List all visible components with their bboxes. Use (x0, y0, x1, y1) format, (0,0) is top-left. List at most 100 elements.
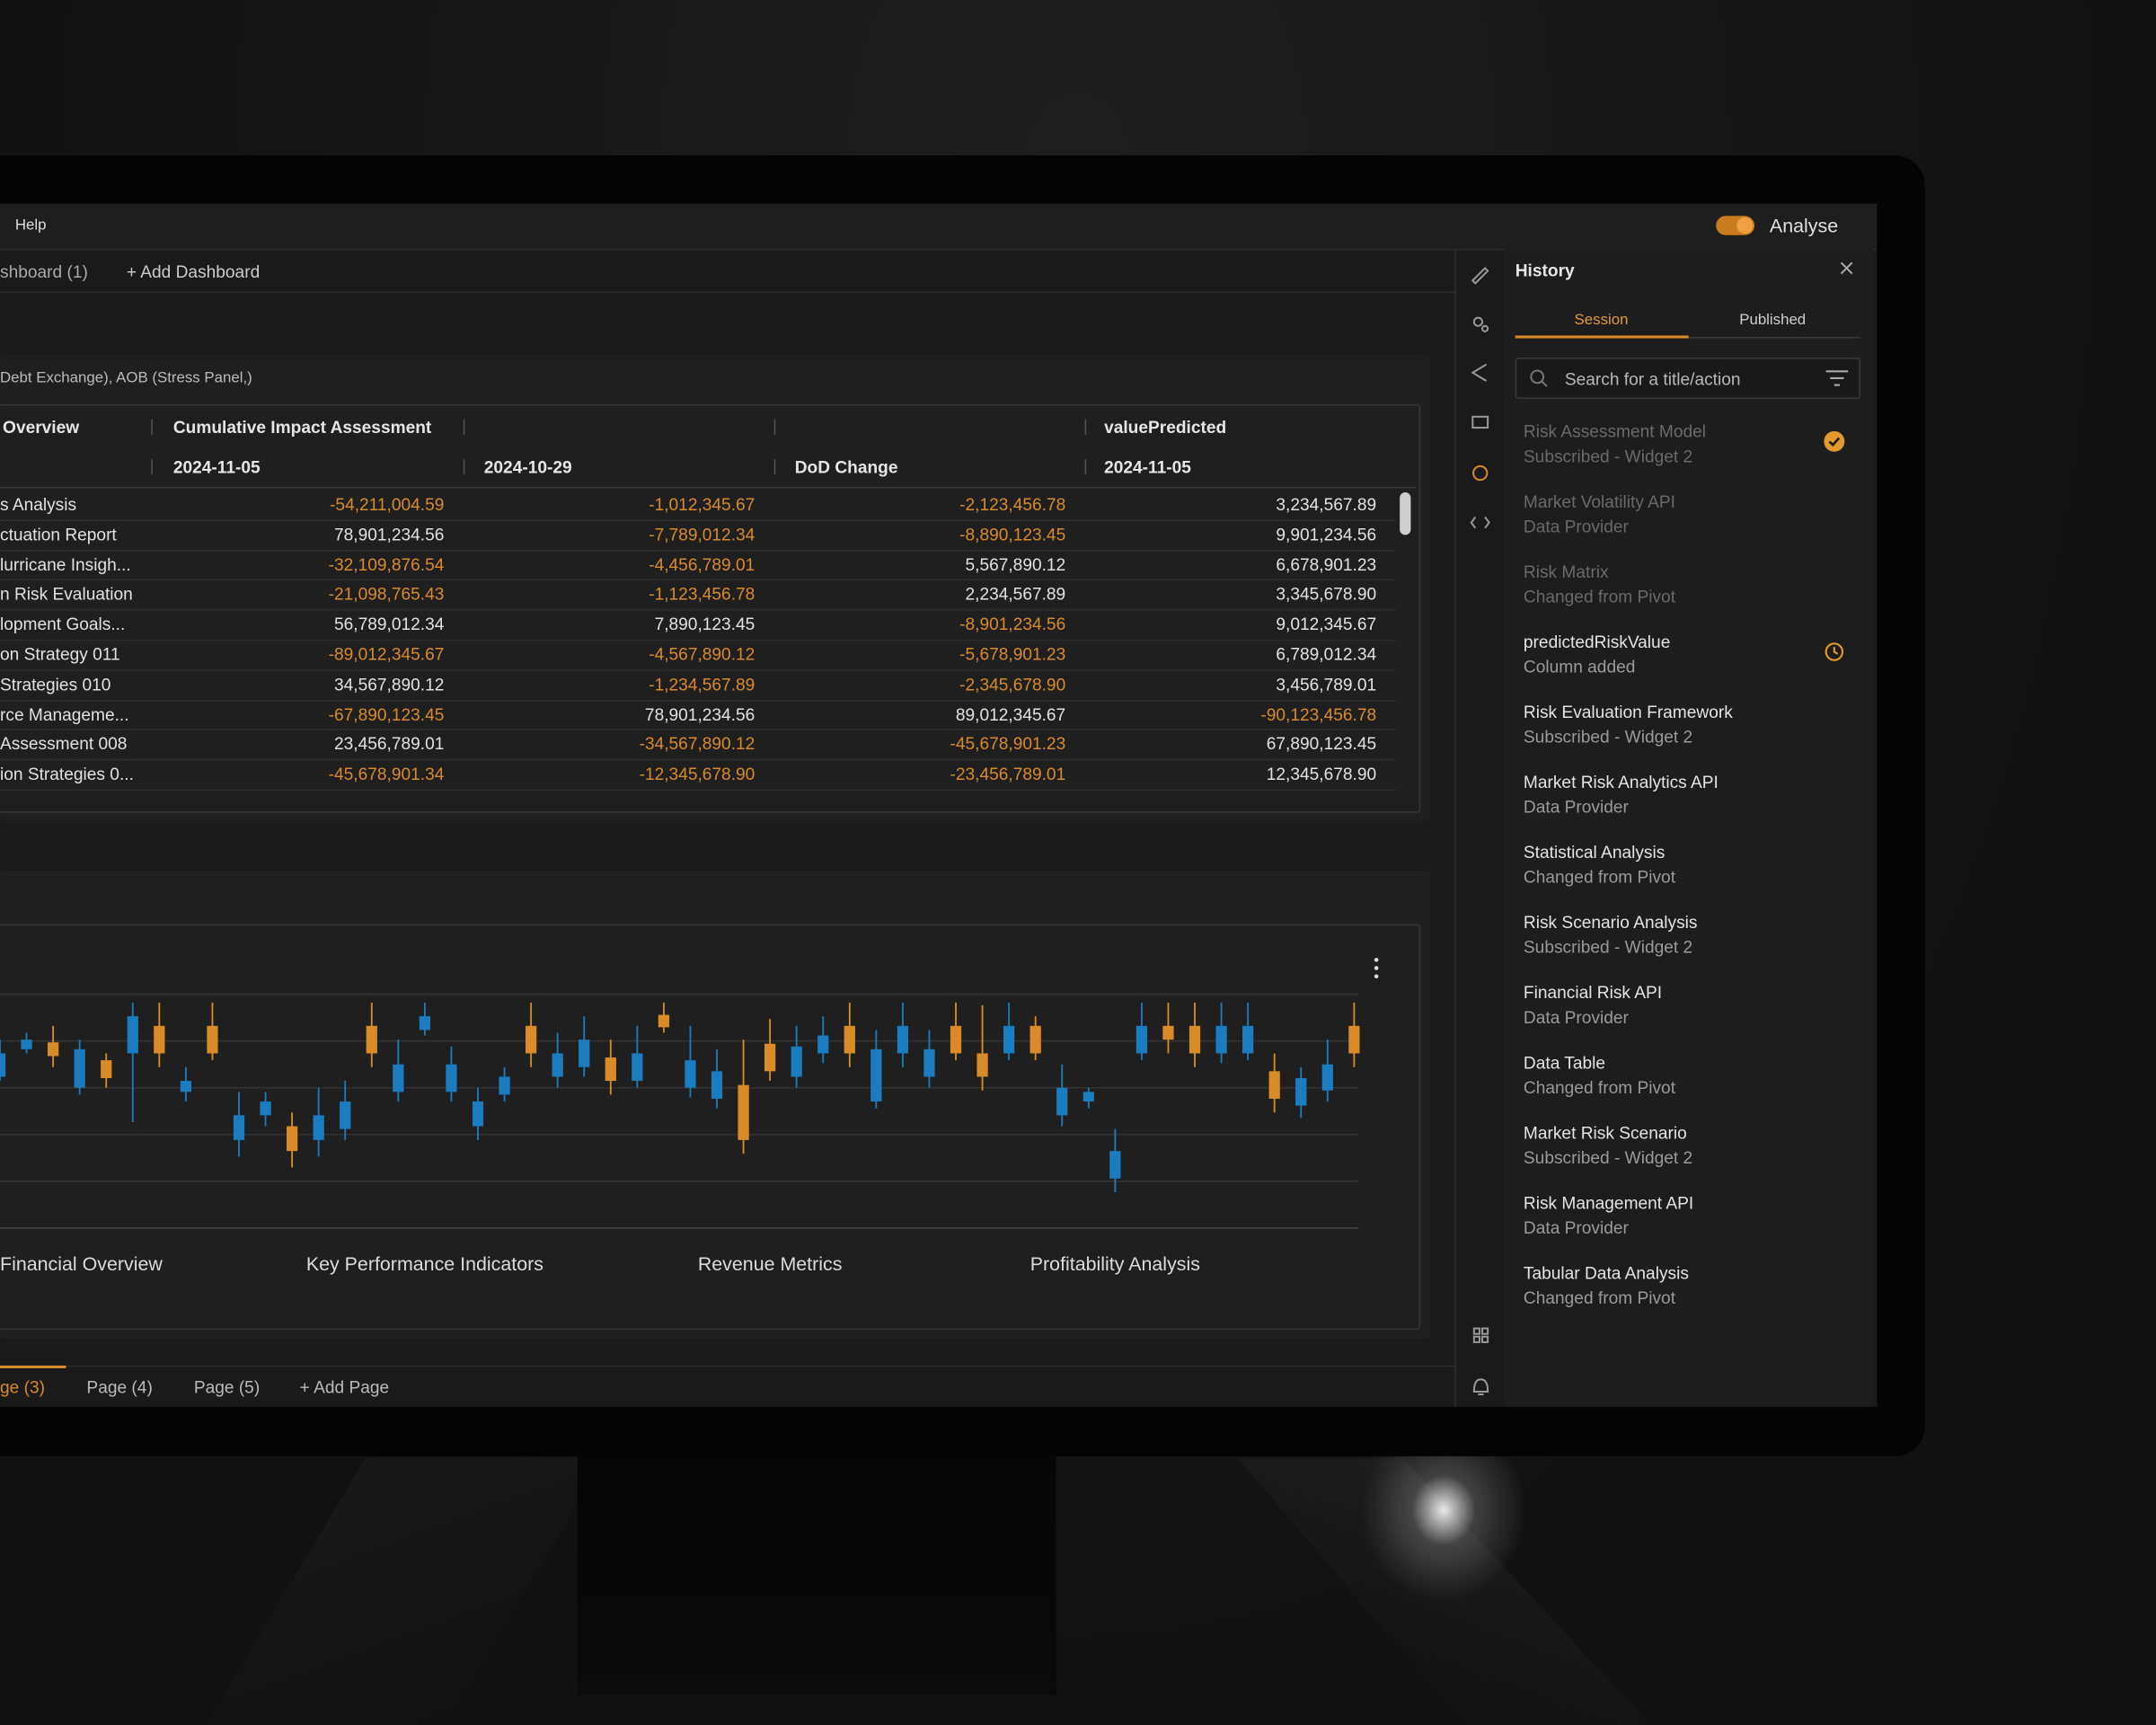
grid-icon[interactable] (1481, 1327, 1489, 1335)
menu-dot[interactable] (1374, 966, 1379, 970)
header-separator (463, 459, 465, 475)
bell-icon[interactable] (1472, 1378, 1489, 1396)
settings-icon[interactable] (1472, 316, 1483, 327)
candle-body (393, 1064, 404, 1092)
candle-body (844, 1025, 855, 1054)
tool-strip (1454, 249, 1507, 1407)
history-item[interactable]: Tabular Data Analysis Changed from Pivot (1524, 1265, 1853, 1320)
active-tab-underline (0, 1365, 66, 1368)
table-cell: 3,345,678.90 (1276, 585, 1377, 605)
table-row: s Analysis -54,211,004.59 -1,012,345.67 -2,… (0, 490, 1396, 521)
grid (0, 993, 1359, 1229)
edit-icon[interactable] (1471, 267, 1489, 285)
candle-body (1268, 1071, 1280, 1099)
history-item[interactable]: Risk Matrix Changed from Pivot (1524, 564, 1853, 619)
candlestick-chart: Financial Overview Key Performance Indica… (0, 958, 1379, 1275)
chart-box: Financial Overview Key Performance Indica… (0, 924, 1421, 1331)
x-tick-label: Profitability Analysis (1030, 1253, 1200, 1275)
item-subtitle: Subscribed - Widget 2 (1523, 727, 1693, 748)
candle-body (579, 1039, 590, 1067)
candle-body (764, 1043, 776, 1072)
grid-icon[interactable] (1472, 1327, 1480, 1335)
candle-body (1109, 1151, 1121, 1179)
filter-icon[interactable] (1825, 370, 1850, 386)
row-label: ion Strategies 0... (0, 765, 134, 784)
history-item[interactable]: Risk Scenario Analysis Subscribed - Widge… (1524, 915, 1853, 969)
candle-body (472, 1101, 484, 1127)
dashboard-tab[interactable]: shboard (1) (0, 262, 88, 282)
code-icon[interactable] (1470, 516, 1490, 529)
stand-neck (577, 1455, 1056, 1696)
table-cell: 9,901,234.56 (1276, 525, 1377, 544)
page-tabs: ge (3) Page (4) Page (5) + Add Page (0, 1365, 1455, 1407)
mode-toggle[interactable] (1716, 216, 1755, 235)
item-subtitle: Subscribed - Widget 2 (1523, 1148, 1693, 1168)
table-row: ion Strategies 0... -45,678,901.34 -12,345… (0, 759, 1396, 792)
item-title: Market Risk Scenario (1523, 1123, 1687, 1143)
display-icon[interactable] (1471, 415, 1489, 429)
history-item[interactable]: Market Risk Analytics API Data Provider (1524, 774, 1853, 829)
search-box[interactable]: Search for a title/action (1515, 357, 1860, 399)
add-page[interactable]: + Add Page (299, 1377, 390, 1398)
column-group: valuePredicted (1104, 418, 1227, 438)
menu-help[interactable]: Help (14, 217, 47, 234)
page-tab[interactable]: Page (5) (193, 1377, 261, 1398)
candle-body (711, 1071, 723, 1099)
column-group: Cumulative Impact Assessment (172, 418, 432, 438)
add-dashboard[interactable]: + Add Dashboard (126, 262, 261, 282)
page-tab[interactable]: Page (4) (86, 1377, 153, 1398)
candle-body (950, 1025, 962, 1054)
history-item[interactable]: Market Risk Scenario Subscribed - Widget … (1524, 1125, 1853, 1180)
menu-dot[interactable] (1374, 974, 1379, 979)
history-item[interactable]: Risk Assessment Model Subscribed - Widget… (1524, 423, 1853, 478)
history-item[interactable]: Data Table Changed from Pivot (1524, 1055, 1853, 1110)
grid-icon[interactable] (1472, 1335, 1480, 1343)
table-cell: 9,012,345.67 (1276, 615, 1377, 634)
history-tab[interactable]: Published (1739, 312, 1807, 329)
item-subtitle: Column added (1523, 657, 1636, 677)
close-button[interactable] (1840, 261, 1853, 275)
history-item[interactable]: Risk Evaluation Framework Subscribed - Wi… (1524, 704, 1853, 759)
table-cell: 3,234,567.89 (1276, 495, 1377, 515)
menu-dot[interactable] (1374, 958, 1379, 962)
table-cell: -45,678,901.23 (950, 734, 1066, 755)
candle-body (1188, 1025, 1201, 1054)
table-cell: 34,567,890.12 (334, 675, 445, 694)
table-cell: -21,098,765.43 (328, 585, 445, 605)
active-tab-underline (1515, 335, 1689, 339)
history-item[interactable]: Financial Risk API Data Provider (1524, 985, 1853, 1039)
history-item[interactable]: Statistical Analysis Changed from Pivot (1524, 845, 1853, 899)
history-tab[interactable]: Session (1574, 312, 1629, 329)
item-subtitle: Changed from Pivot (1523, 587, 1676, 606)
table-cell: -4,456,789.01 (649, 554, 755, 575)
candle-body (180, 1081, 192, 1092)
table-cell: -2,123,456.78 (959, 495, 1066, 515)
page-tab[interactable]: ge (3) (0, 1377, 45, 1398)
candle-body (233, 1115, 245, 1140)
grid-icon[interactable] (1481, 1335, 1489, 1343)
history-item[interactable]: predictedRiskValue Column added (1524, 634, 1853, 689)
candle-body (1242, 1025, 1254, 1054)
table-cell: 2,234,567.89 (965, 585, 1066, 605)
settings-icon[interactable] (1481, 324, 1489, 332)
item-title: Data Table (1523, 1053, 1606, 1073)
table-cell: -23,456,789.01 (950, 765, 1066, 784)
candle-body (313, 1115, 324, 1140)
icon-hands (1833, 647, 1839, 655)
table-cell: -34,567,890.12 (639, 734, 755, 755)
table-row: rce Manageme... -67,890,123.45 78,901,234.… (0, 699, 1396, 731)
share-icon[interactable] (1471, 363, 1488, 382)
table: Overview Cumulative Impact Assessment 2024… (0, 403, 1421, 813)
candle-body (738, 1084, 749, 1140)
item-title: Risk Management API (1523, 1193, 1694, 1213)
history-item[interactable]: Risk Management API Data Provider (1524, 1195, 1853, 1250)
history-icon[interactable] (1472, 464, 1489, 482)
candle-body (525, 1025, 537, 1054)
history-item[interactable]: Market Volatility API Data Provider (1524, 493, 1853, 548)
scrollbar[interactable] (1400, 491, 1411, 535)
table-row: Assessment 008 23,456,789.01 -34,567,890.1… (0, 730, 1396, 761)
check-icon (1824, 430, 1845, 452)
table-row: n Risk Evaluation -21,098,765.43 -1,123,45… (0, 579, 1396, 611)
table-cell: -1,012,345.67 (649, 495, 755, 515)
